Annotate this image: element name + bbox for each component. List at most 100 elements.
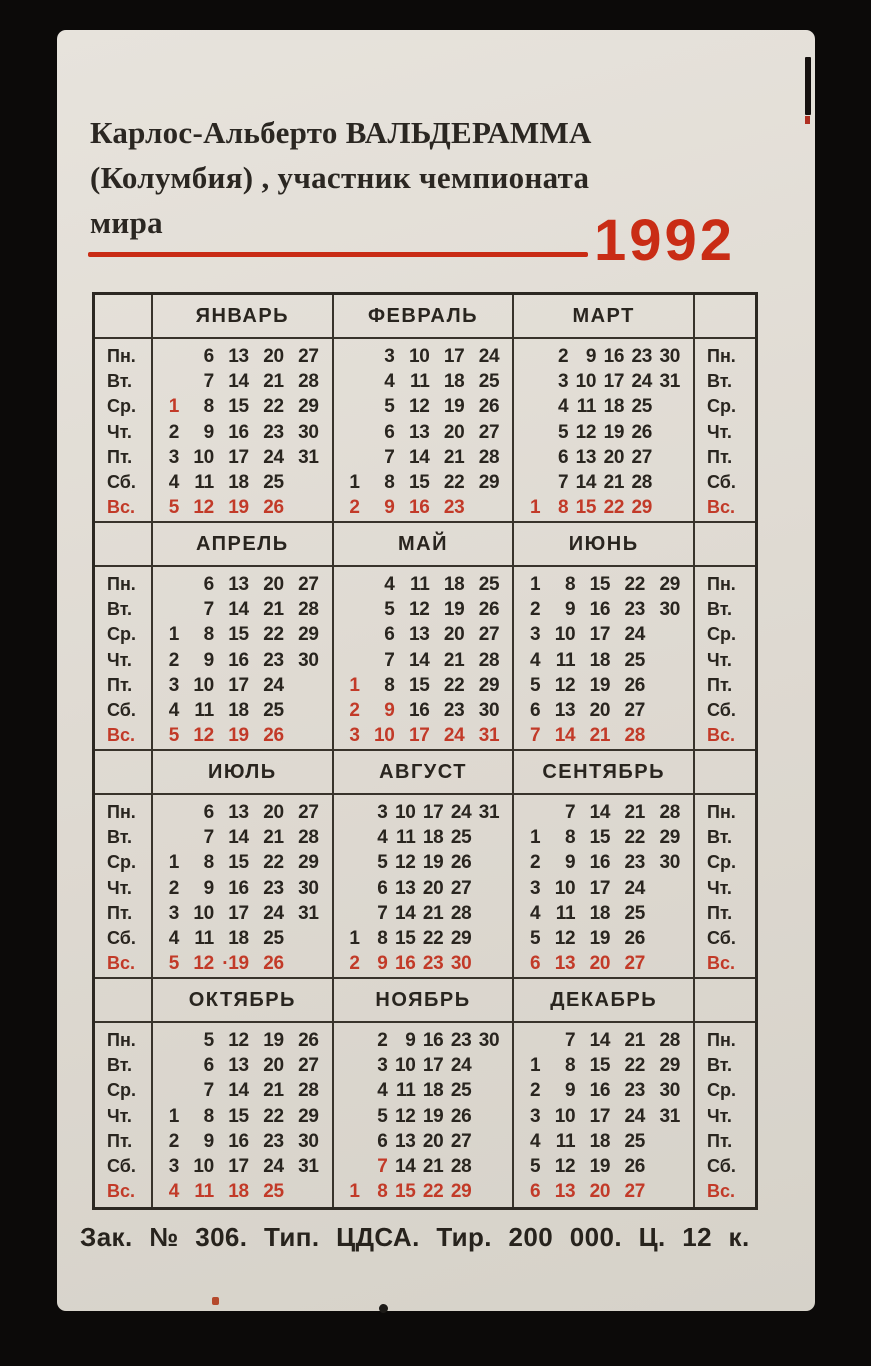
week-row: 2 9 16 23 30 — [342, 1028, 499, 1053]
day-number — [471, 926, 499, 951]
day-number: 19 — [422, 852, 444, 874]
week-row: 3 10 17 24 31 — [522, 1104, 680, 1129]
day-number: 22 — [624, 1055, 646, 1077]
day-number: 16 — [228, 1130, 249, 1152]
week-row: 6 13 20 27 — [522, 698, 680, 723]
day-number: 24 — [443, 725, 465, 747]
week-row: 2 9 16 23 30 — [522, 1078, 680, 1103]
day-number: 22 — [624, 827, 646, 849]
day-number: 17 — [422, 802, 444, 823]
day-number: 6 — [557, 446, 569, 468]
day-number: 2 — [168, 649, 180, 671]
day-number: 12 — [193, 725, 214, 747]
day-number: 13 — [394, 877, 416, 899]
day-number: 11 — [555, 1130, 576, 1152]
day-number: 9 — [384, 699, 395, 721]
month-name: МАРТ — [514, 295, 695, 339]
day-number: 23 — [624, 599, 646, 621]
week-row: 2 9 16 23 — [342, 495, 500, 520]
day-number: 28 — [624, 725, 646, 747]
day-number: 20 — [589, 953, 611, 975]
day-number: 9 — [564, 599, 576, 621]
week-row: 2 9 16 23 30 — [161, 648, 319, 673]
day-number: 14 — [394, 902, 416, 924]
day-number: 23 — [263, 877, 284, 899]
day-number: 10 — [554, 877, 576, 899]
day-number: 17 — [603, 371, 625, 393]
month-days: 3 10 17 24 31 4 11 18 25 5 12 19 26 6 13 20 27 7 14 21 28 1 8 1… — [333, 795, 515, 979]
day-number: 27 — [631, 446, 653, 468]
day-number: 26 — [478, 599, 500, 621]
day-label: Ср. — [707, 396, 736, 417]
day-number: 21 — [263, 827, 284, 849]
day-number: 29 — [298, 624, 319, 646]
week-row: 7 14 21 28 — [342, 901, 500, 926]
day-number: 17 — [422, 1055, 444, 1077]
day-number: 23 — [263, 649, 284, 671]
day-number: 9 — [405, 1030, 416, 1051]
day-label: Ср. — [107, 852, 136, 873]
day-label: Чт. — [107, 421, 132, 442]
week-row: 6 13 20 27 — [161, 572, 319, 597]
day-number: 19 — [443, 599, 465, 621]
day-number: 7 — [203, 827, 215, 849]
week-row: 5 12 19 26 — [522, 673, 680, 698]
month-name: ФЕВРАЛЬ — [333, 295, 515, 339]
day-label: Ср. — [107, 624, 136, 645]
week-row: 1 8 15 22 29 — [342, 470, 499, 495]
day-number: 31 — [659, 371, 680, 393]
day-number — [522, 1028, 540, 1053]
week-row: 5 12 19 26 — [161, 1028, 319, 1053]
day-label: Пт. — [107, 1130, 133, 1151]
day-number: 13 — [408, 624, 430, 646]
day-number: 16 — [228, 649, 249, 671]
day-number: 4 — [168, 471, 180, 493]
day-number: 8 — [377, 927, 388, 949]
week-row: 1 8 15 22 29 — [342, 673, 499, 698]
week-row: 4 11 18 25 — [342, 369, 499, 394]
day-number — [161, 1028, 179, 1053]
header-spacer-left — [95, 523, 153, 567]
day-number — [471, 876, 499, 901]
day-number: 17 — [589, 624, 611, 646]
day-number: 27 — [624, 953, 646, 975]
day-number: 8 — [557, 497, 569, 519]
day-number: 27 — [450, 877, 472, 899]
day-number: 23 — [624, 1080, 646, 1102]
day-number: 8 — [564, 574, 576, 595]
day-label: Пн. — [707, 574, 736, 594]
day-number — [161, 597, 179, 622]
day-number: 30 — [298, 421, 319, 443]
day-number: 17 — [589, 877, 611, 899]
day-number: 23 — [631, 346, 653, 367]
day-number: 15 — [589, 1055, 611, 1077]
day-label: Чт. — [107, 649, 132, 670]
week-row: 4 11 18 25 — [342, 825, 500, 850]
title-line: Карлос-Альберто ВАЛЬДЕРАММА — [90, 115, 592, 150]
day-number: 5 — [530, 1155, 541, 1177]
day-number: 2 — [168, 1130, 180, 1152]
day-number: 3 — [349, 725, 360, 747]
day-number: 7 — [203, 599, 215, 621]
day-labels-left: Пн. Вт. Ср. Чт. Пт. Сб. Вс. — [95, 567, 153, 751]
day-number: 3 — [530, 1105, 541, 1127]
day-number: 28 — [298, 371, 319, 393]
week-row: 7 14 21 28 — [522, 800, 680, 825]
day-number: 19 — [422, 1105, 444, 1127]
day-number: 21 — [422, 902, 444, 924]
day-number: ·19 — [222, 953, 249, 975]
day-number: 1 — [349, 927, 360, 949]
day-number: 22 — [263, 624, 284, 646]
day-number: 27 — [624, 1181, 646, 1203]
week-row: 1 8 15 22 29 — [161, 850, 319, 875]
day-number: 11 — [194, 699, 214, 721]
day-number: 4 — [530, 1130, 541, 1152]
day-number: 20 — [263, 802, 284, 823]
day-number: 11 — [194, 1181, 214, 1203]
day-number: 30 — [659, 852, 680, 874]
day-number: 30 — [450, 953, 472, 975]
day-number: 3 — [530, 624, 541, 646]
day-number: 13 — [554, 953, 576, 975]
day-number — [645, 901, 680, 926]
day-number: 9 — [203, 649, 215, 671]
